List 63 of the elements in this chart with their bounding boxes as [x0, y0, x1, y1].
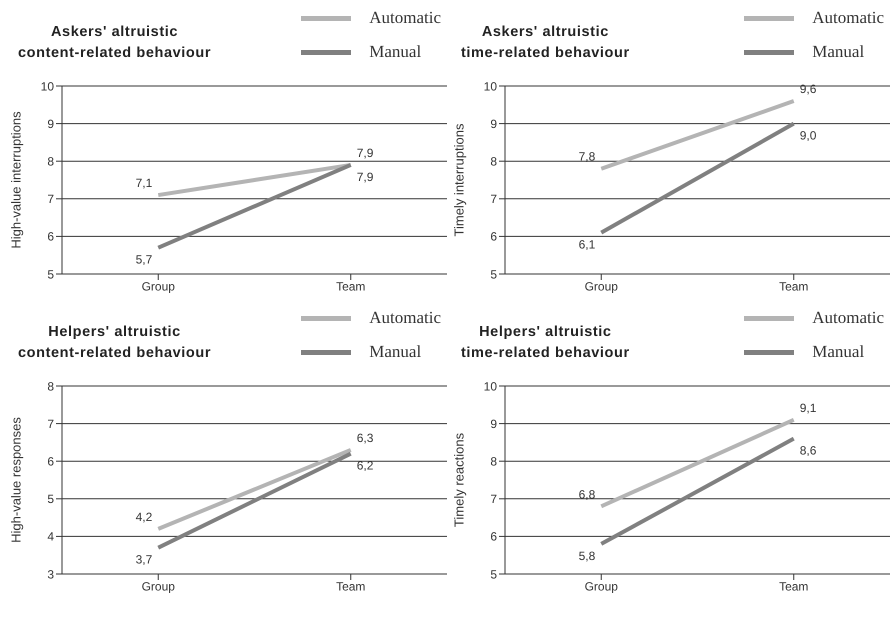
y-tick-label: 7 [47, 192, 54, 206]
data-label: 8,6 [800, 444, 817, 458]
y-tick-label: 4 [47, 530, 54, 544]
legend-label: Manual [369, 342, 422, 362]
data-label: 7,9 [356, 146, 374, 160]
data-label: 5,7 [136, 252, 153, 267]
x-tick-label: Group [142, 580, 176, 594]
legend-label: Manual [369, 42, 422, 62]
chart-title: Askers' altruistic time-related behaviour [461, 23, 630, 63]
x-tick-label: Group [584, 580, 618, 594]
x-tick-label: Group [142, 280, 176, 294]
y-tick-label: 3 [47, 567, 54, 582]
x-tick-label: Team [779, 580, 808, 594]
y-tick-label: 5 [47, 267, 54, 282]
legend-label: Manual [812, 342, 864, 362]
data-label: 6,1 [578, 238, 596, 252]
y-tick-label: 6 [47, 230, 54, 244]
y-tick-label: 7 [490, 192, 498, 206]
y-tick-label: 9 [47, 116, 54, 131]
y-tick-label: 8 [47, 379, 54, 394]
data-label: 9,0 [800, 128, 817, 143]
legend-label: Manual [812, 42, 864, 62]
y-tick-label: 8 [490, 154, 498, 168]
chart-title: Helpers' altruistic time-related behaviour [461, 323, 630, 363]
x-tick-label: Group [584, 280, 618, 294]
legend-label: Automatic [369, 308, 441, 328]
y-tick-label: 5 [47, 492, 54, 506]
data-label: 3,7 [136, 552, 153, 567]
data-label: 4,2 [136, 510, 153, 524]
y-tick-label: 10 [40, 79, 54, 94]
y-tick-label: 10 [484, 379, 498, 394]
y-axis-title: Timely reactions [452, 432, 467, 528]
data-label: 6,2 [356, 458, 374, 473]
y-tick-label: 6 [47, 454, 54, 468]
y-tick-label: 7 [47, 416, 54, 431]
y-tick-label: 8 [490, 454, 498, 468]
legend-label: Automatic [812, 8, 884, 28]
y-tick-label: 6 [490, 230, 498, 244]
data-label: 5,8 [578, 548, 596, 563]
data-label: 6,8 [578, 487, 596, 502]
y-axis-title: High-value responses [8, 416, 24, 543]
data-label: 7,8 [578, 150, 596, 164]
data-label: 7,1 [136, 176, 153, 190]
y-tick-label: 9 [490, 116, 498, 131]
y-tick-label: 5 [490, 267, 498, 282]
y-tick-label: 9 [490, 416, 498, 431]
legend-label: Automatic [369, 8, 441, 28]
data-label: 9,1 [800, 400, 817, 415]
y-axis-title: High-value interruptions [8, 110, 24, 249]
x-tick-label: Team [336, 580, 366, 594]
chart-title: Helpers' altruistic content-related behaviour [18, 323, 212, 363]
y-tick-label: 6 [490, 530, 498, 544]
y-tick-label: 5 [490, 567, 498, 582]
chart-title: Askers' altruistic content-related behaviour [18, 23, 212, 63]
y-tick-label: 8 [47, 154, 54, 168]
data-label: 7,9 [356, 170, 374, 184]
legend-label: Automatic [812, 308, 884, 328]
y-axis-title: Timely interruptions [452, 123, 467, 236]
x-tick-label: Team [336, 280, 366, 294]
y-tick-label: 7 [490, 492, 498, 506]
y-tick-label: 10 [484, 79, 498, 94]
data-label: 6,3 [356, 430, 374, 445]
x-tick-label: Team [779, 280, 808, 294]
